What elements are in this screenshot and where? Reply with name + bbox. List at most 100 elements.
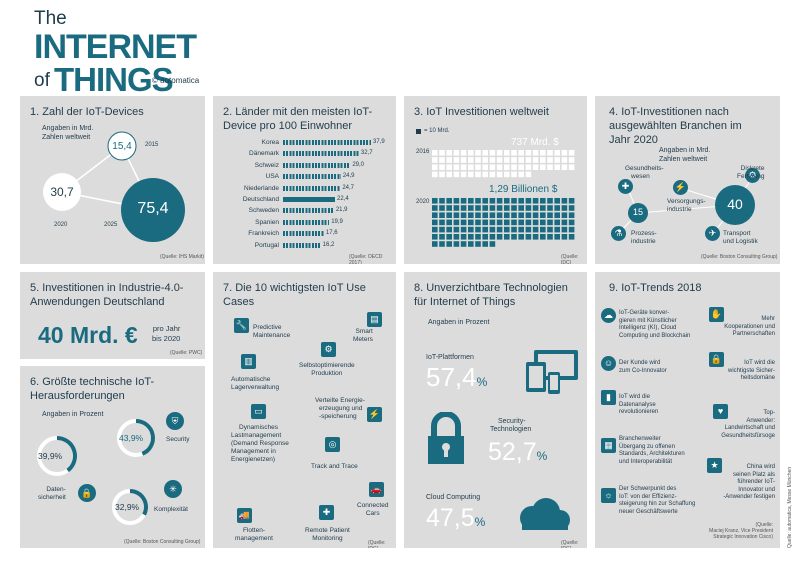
medical-icon: ✚ — [319, 505, 334, 520]
investment-square — [453, 212, 460, 218]
use-case-energy: Verteilte Energie-erzeugung und -speicher… — [315, 397, 365, 421]
value-platforms: 57,4% — [426, 362, 487, 393]
investment-square — [453, 205, 460, 211]
use-case-self-optimizing: Selbstoptimierende Produktion — [299, 362, 355, 378]
subtitle-line2: Zahlen weltweit — [659, 156, 708, 163]
investment-square — [511, 234, 517, 240]
ai-cloud-icon: ☁ — [601, 308, 616, 323]
investment-square — [532, 164, 539, 170]
health-icon: ✚ — [618, 179, 633, 194]
label-line: Monitoring — [312, 535, 343, 542]
label-line: Transport — [723, 230, 751, 237]
trend-customer: Der Kunde wird zum Co-Innovator — [619, 360, 667, 375]
label-line: Meters — [353, 336, 373, 343]
value-2016: 737 Mrd. $ — [511, 137, 559, 148]
investment-square — [468, 205, 474, 211]
value-2015: 15,4 — [112, 141, 132, 152]
country-row: Spanien 19,9 — [213, 218, 396, 228]
investment-square — [525, 226, 532, 233]
investment-square — [453, 241, 460, 247]
investment-square — [475, 164, 481, 170]
investment-square — [468, 164, 474, 170]
panel-use-cases: 7. Die 10 wichtigsten IoT Use Cases 🔧 Pr… — [213, 272, 396, 548]
investment-square — [460, 164, 467, 170]
investment-square — [475, 219, 481, 226]
investment-square — [446, 198, 452, 204]
panel-title: 4. IoT-Investitionen nach ausgewählten B… — [609, 105, 742, 147]
investment-square — [460, 226, 467, 233]
country-bar — [283, 140, 371, 145]
investment-square — [518, 205, 524, 211]
country-row: Schweden 21,9 — [213, 206, 396, 216]
investment-square — [504, 150, 510, 156]
investment-square — [446, 205, 452, 211]
label-line: Versorgungs- — [667, 198, 706, 205]
country-value: 24,9 — [342, 173, 355, 180]
investment-square — [489, 205, 496, 211]
shield-icon: ⛨ — [166, 412, 184, 430]
investment-square — [475, 234, 481, 240]
investment-square — [482, 150, 488, 156]
label-security: Security — [166, 436, 190, 443]
investment-square — [475, 198, 481, 204]
network-icon: ✳ — [164, 480, 182, 498]
trend-security: IoT wird die wichtigste Sicher-heitsdomän… — [717, 360, 775, 383]
investment-square — [446, 150, 452, 156]
investment-square — [489, 171, 496, 178]
trend-line: heitsdomäne — [740, 375, 775, 381]
logo-the: The — [34, 8, 67, 29]
panel-title: 1. Zahl der IoT-Devices — [30, 106, 144, 118]
country-row: Frankreich 17,6 — [213, 229, 396, 239]
investment-square — [511, 150, 517, 156]
investment-square — [504, 171, 510, 178]
investment-square — [446, 219, 452, 226]
investment-square — [432, 219, 438, 226]
country-label: Korea — [261, 139, 279, 146]
trend-line: Übergang zu offenen — [619, 443, 675, 450]
investment-square — [489, 219, 496, 226]
investment-square — [482, 205, 488, 211]
label-utilities: Versorgungs-industrie — [667, 198, 706, 214]
investment-square — [568, 205, 575, 211]
use-case-track-trace: Track and Trace — [311, 463, 358, 470]
country-bar — [283, 208, 334, 214]
investment-square — [475, 241, 481, 247]
panel-subtitle: Angaben in Mrd. Zahlen weltweit — [42, 124, 93, 142]
panel-title: 5. Investitionen in Industrie-4.0- Anwen… — [30, 281, 183, 309]
trend-line: Datenanalyse — [619, 401, 656, 408]
investment-square — [554, 234, 560, 240]
label-line: Diskrete — [740, 165, 765, 172]
investment-square — [561, 234, 568, 240]
value: 52,7 — [488, 438, 537, 466]
header-logo: The INTERNET of THINGS © automatica — [34, 8, 224, 98]
investment-square — [446, 157, 452, 163]
investment-square — [518, 171, 524, 178]
challenge-rings — [37, 419, 155, 525]
label-line: Verteilte Energie- — [315, 397, 365, 404]
value-security-tech: 52,7% — [488, 438, 547, 467]
use-case-remote-patient: Remote Patient Monitoring — [305, 527, 350, 543]
investment-square — [540, 150, 546, 156]
title-line1: 6. Größte technische IoT- — [30, 376, 155, 388]
investment-square — [504, 205, 510, 211]
country-bar — [283, 197, 335, 202]
trend-line: und Interoperabilität — [619, 458, 673, 465]
value-2020: 30,7 — [50, 185, 74, 199]
trend-line: wichtigste Sicher- — [727, 367, 775, 374]
investment-square — [482, 171, 488, 178]
trend-line: seinen Platz als — [732, 471, 775, 478]
investment-square — [511, 219, 517, 226]
label-data-security: Daten-sicherheit — [38, 486, 66, 502]
investment-square — [568, 212, 575, 218]
trend-line: Partnerschaften — [732, 331, 775, 337]
investment-square — [540, 234, 546, 240]
investment-square — [532, 212, 539, 218]
investment-square — [489, 212, 496, 218]
investment-square — [532, 219, 539, 226]
country-label: Portugal — [254, 241, 279, 249]
title-line2: Herausforderungen — [30, 390, 125, 402]
investment-square — [518, 226, 524, 233]
logo-things: THINGS — [54, 61, 174, 98]
panel-investments: 3. IoT Investitionen weltweit = 10 Mrd. … — [404, 96, 587, 264]
investment-square — [453, 150, 460, 156]
